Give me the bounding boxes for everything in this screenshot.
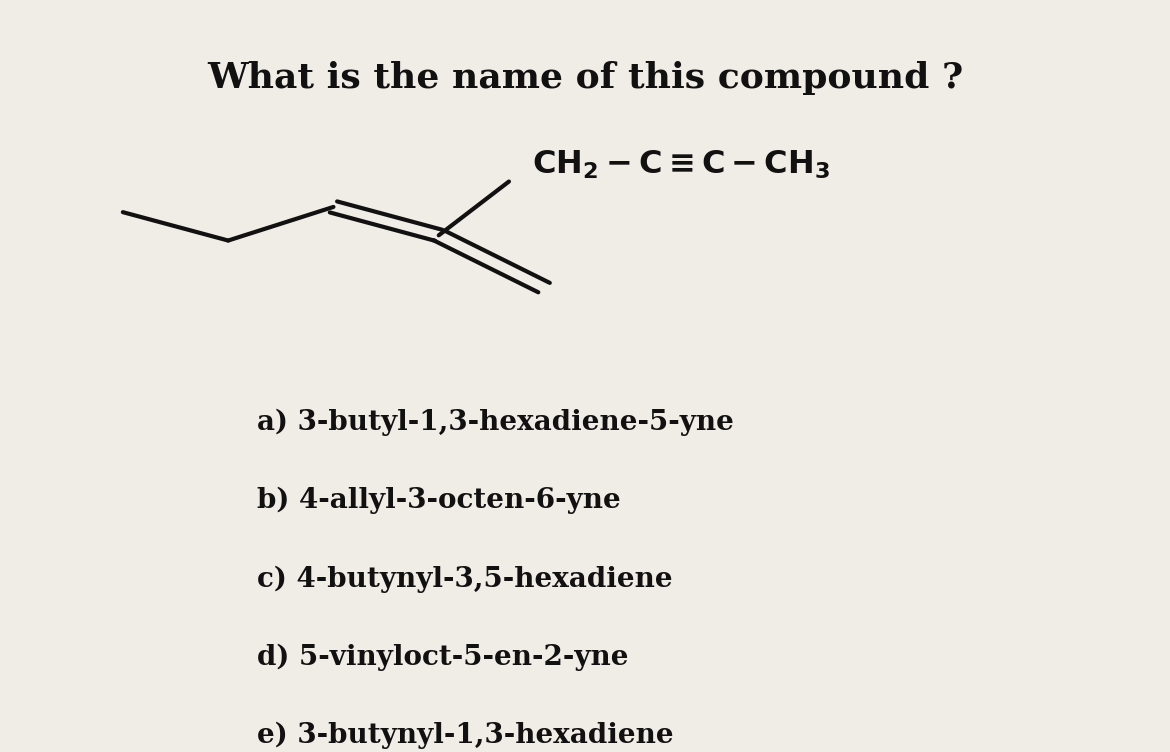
Text: b) 4-allyl-3-octen-6-yne: b) 4-allyl-3-octen-6-yne — [257, 487, 621, 514]
Text: c) 4-butynyl-3,5-hexadiene: c) 4-butynyl-3,5-hexadiene — [257, 566, 673, 593]
Text: What is the name of this compound ?: What is the name of this compound ? — [207, 62, 963, 96]
Text: a) 3-butyl-1,3-hexadiene-5-yne: a) 3-butyl-1,3-hexadiene-5-yne — [257, 408, 735, 435]
Text: e) 3-butynyl-1,3-hexadiene: e) 3-butynyl-1,3-hexadiene — [257, 722, 674, 750]
Text: d) 5-vinyloct-5-en-2-yne: d) 5-vinyloct-5-en-2-yne — [257, 644, 629, 671]
Text: $\mathbf{CH_2-C{\equiv}C-CH_3}$: $\mathbf{CH_2-C{\equiv}C-CH_3}$ — [532, 148, 831, 180]
